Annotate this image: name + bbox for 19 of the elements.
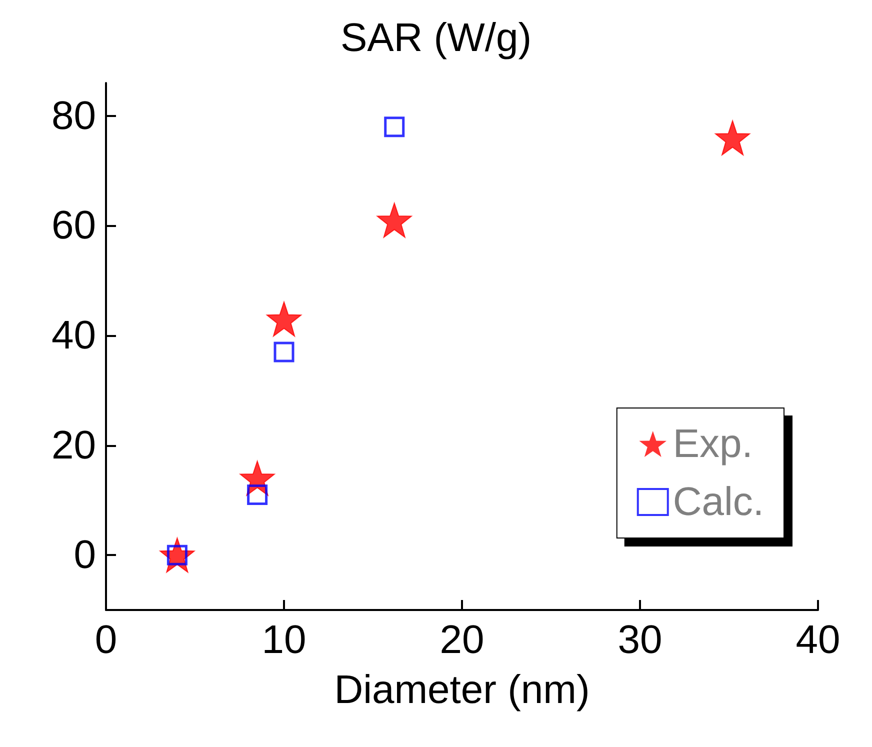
legend-label: Exp. <box>672 422 753 466</box>
y-tick-label: 0 <box>74 533 96 578</box>
y-tick-label: 60 <box>52 204 96 248</box>
y-tick-label: 20 <box>52 423 96 468</box>
x-tick-label: 30 <box>618 618 662 662</box>
legend-label: Calc. <box>672 480 764 524</box>
y-tick-label: 80 <box>52 94 96 138</box>
point <box>384 116 405 138</box>
point <box>715 120 750 156</box>
point <box>274 342 294 362</box>
x-axis-title: Diameter (nm) <box>334 668 590 712</box>
x-tick-label: 40 <box>796 618 840 662</box>
chart-title: SAR (W/g) <box>340 16 532 60</box>
point <box>376 202 412 238</box>
x-tick-label: 20 <box>440 618 484 662</box>
y-tick-label: 40 <box>52 314 96 358</box>
point <box>247 484 268 505</box>
point <box>266 302 302 337</box>
x-tick-label: 10 <box>262 618 306 662</box>
